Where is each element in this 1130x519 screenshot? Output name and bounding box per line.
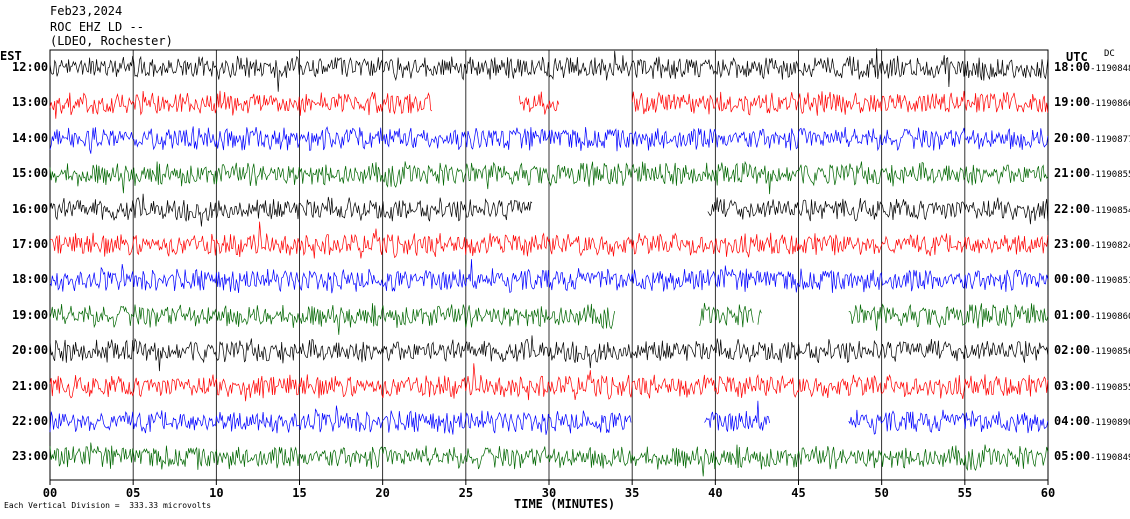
utc-time: 04:00 xyxy=(1054,414,1091,428)
utc-time: 03:00 xyxy=(1054,378,1091,393)
dc-offset: -1190890 xyxy=(1090,418,1130,428)
trace-1300 xyxy=(49,90,1049,119)
utc-time: 20:00 xyxy=(1054,130,1091,145)
header-network: (LDEO, Rochester) xyxy=(50,34,173,48)
utc-time: 00:00 xyxy=(1054,272,1091,287)
x-tick-label: 05 xyxy=(125,486,141,500)
utc-time: 18:00 xyxy=(1054,60,1091,74)
right-time-label: 19:00-1190866 xyxy=(1054,95,1130,109)
left-time-label: 17:00 xyxy=(12,237,49,251)
trace-1700 xyxy=(49,221,1049,259)
right-time-label: 21:00-1190855 xyxy=(1054,166,1130,180)
left-time-label: 14:00 xyxy=(12,130,49,145)
trace-1400 xyxy=(49,126,1049,154)
utc-time: 05:00 xyxy=(1054,449,1091,464)
left-time-label: 13:00 xyxy=(12,95,49,110)
right-time-label: 00:00-1190851 xyxy=(1054,272,1130,286)
utc-time: 22:00 xyxy=(1054,201,1091,216)
left-time-label: 19:00 xyxy=(12,307,49,322)
dc-label: DC xyxy=(1104,49,1115,59)
utc-time: 21:00 xyxy=(1054,166,1091,181)
trace-2000 xyxy=(49,335,1049,372)
dc-offset: -1190854 xyxy=(1090,205,1130,216)
x-tick-label: 50 xyxy=(874,486,889,500)
trace-1800 xyxy=(49,259,1049,294)
right-time-label: 03:00-1190855 xyxy=(1054,379,1130,393)
right-timezone-label: UTC xyxy=(1066,50,1088,64)
dc-offset: -1190855 xyxy=(1090,382,1130,393)
x-tick-label: 00 xyxy=(42,486,58,500)
x-tick-label: 55 xyxy=(957,486,973,500)
right-time-label: 20:00-1190877 xyxy=(1054,131,1130,145)
dc-offset: -1190824 xyxy=(1090,241,1130,251)
dc-offset: -1190860 xyxy=(1090,311,1130,322)
trace-1600 xyxy=(49,193,1049,227)
x-tick-label: 30 xyxy=(541,486,557,500)
trace-2200 xyxy=(49,400,1049,435)
dc-offset: -1190856 xyxy=(1090,347,1130,358)
utc-time: 01:00 xyxy=(1054,307,1091,322)
utc-time: 02:00 xyxy=(1054,343,1091,358)
trace-2300 xyxy=(49,442,1049,477)
x-tick-label: 60 xyxy=(1040,486,1056,500)
x-tick-label: 20 xyxy=(375,486,390,500)
left-time-label: 20:00 xyxy=(12,343,49,358)
left-timezone-label: EST xyxy=(0,49,22,63)
x-tick-label: 15 xyxy=(292,486,307,500)
right-time-label: 23:00-1190824 xyxy=(1054,237,1130,251)
scale-note: Each Vertical Division = 333.33 microvol… xyxy=(4,501,212,510)
dc-offset: -1190849 xyxy=(1090,453,1130,464)
trace-1900 xyxy=(49,302,1049,335)
trace-1200 xyxy=(49,48,1049,92)
x-tick-label: 35 xyxy=(624,486,640,500)
trace-1500 xyxy=(49,160,1049,195)
right-time-label: 22:00-1190854 xyxy=(1054,202,1130,216)
left-time-label: 16:00 xyxy=(12,201,49,216)
left-time-label: 18:00 xyxy=(12,272,49,287)
left-time-label: 22:00 xyxy=(12,414,49,428)
x-tick-label: 10 xyxy=(209,486,224,500)
left-time-label: 15:00 xyxy=(12,166,49,181)
dc-offset: -1190851 xyxy=(1090,276,1130,287)
dc-offset: -1190855 xyxy=(1090,170,1130,181)
utc-time: 23:00 xyxy=(1054,237,1091,251)
x-tick-label: 45 xyxy=(791,486,806,500)
dc-offset: -1190848 xyxy=(1090,64,1130,74)
right-time-label: 04:00-1190890 xyxy=(1054,414,1130,428)
x-tick-label: 25 xyxy=(458,486,474,500)
trace-2100 xyxy=(49,363,1049,402)
left-time-label: 21:00 xyxy=(12,378,49,393)
right-time-label: 02:00-1190856 xyxy=(1054,343,1130,357)
dc-offset: -1190866 xyxy=(1090,99,1130,110)
right-time-label: 01:00-1190860 xyxy=(1054,308,1130,322)
header-date: Feb23,2024 xyxy=(50,4,123,18)
right-time-label: 05:00-1190849 xyxy=(1054,449,1130,463)
x-axis-label: TIME (MINUTES) xyxy=(514,497,616,511)
utc-time: 19:00 xyxy=(1054,95,1091,110)
header-station: ROC EHZ LD -- xyxy=(50,20,144,34)
left-time-label: 23:00 xyxy=(12,449,49,464)
x-tick-label: 40 xyxy=(708,486,723,500)
left-time-label: 12:00 xyxy=(12,60,49,74)
dc-offset: -1190877 xyxy=(1090,134,1130,145)
right-time-label: 18:00-1190848 xyxy=(1054,60,1130,74)
